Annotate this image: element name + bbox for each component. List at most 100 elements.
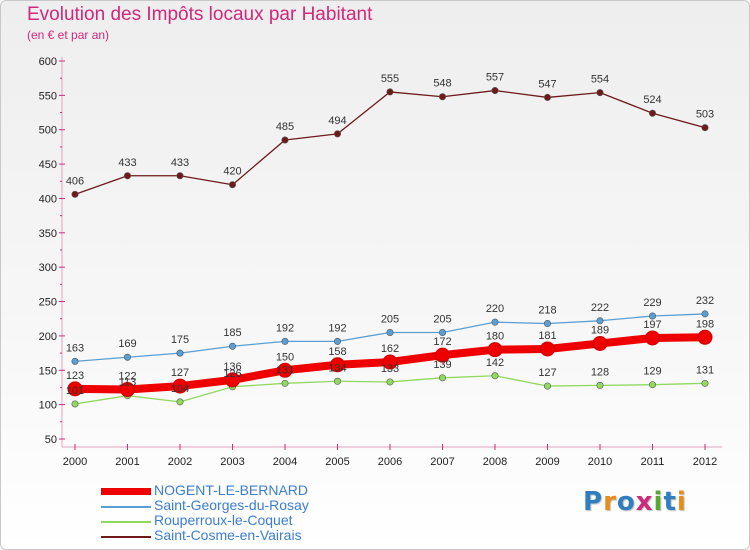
data-label: 113: [119, 377, 137, 389]
data-label: 554: [591, 74, 609, 86]
x-tick-label: 2004: [273, 456, 297, 468]
logo-text: Proxiti: [583, 487, 687, 517]
data-label: 420: [223, 166, 241, 178]
data-label: 433: [118, 157, 136, 169]
data-label: 229: [643, 297, 661, 309]
legend-label: NOGENT-LE-BERNARD: [154, 482, 309, 498]
data-label: 101: [66, 385, 84, 397]
data-label: 175: [171, 334, 189, 346]
data-label: 185: [223, 327, 241, 339]
x-tick-label: 2000: [63, 456, 87, 468]
y-tick-label: 500: [39, 125, 57, 137]
x-tick-label: 2002: [168, 456, 192, 468]
data-label: 548: [433, 78, 451, 90]
data-label: 547: [538, 78, 556, 90]
data-point: [386, 328, 394, 336]
x-tick-label: 2003: [220, 456, 244, 468]
data-point: [124, 172, 132, 180]
data-point: [281, 337, 289, 345]
series-line-saint-cosme-en-vairais: [74, 89, 706, 195]
data-label: 485: [276, 121, 294, 133]
legend-swatch: [101, 488, 151, 495]
x-tick-label: 2008: [483, 456, 507, 468]
y-tick-label: 100: [39, 400, 57, 412]
legend-swatch: [101, 506, 151, 508]
data-label: 162: [381, 343, 399, 355]
x-tick-label: 2010: [588, 456, 612, 468]
data-label: 129: [643, 366, 661, 378]
x-tick-label: 2007: [430, 456, 454, 468]
data-label: 198: [696, 318, 714, 330]
legend-label: Saint-Georges-du-Rosay: [154, 497, 309, 513]
data-point: [225, 372, 240, 388]
data-label: 163: [66, 342, 84, 354]
data-point: [648, 381, 656, 389]
data-point: [491, 318, 499, 326]
data-point: [701, 310, 709, 318]
data-label: 205: [433, 313, 451, 325]
data-label: 169: [118, 338, 136, 350]
x-tick-label: 2009: [535, 456, 559, 468]
data-point: [697, 329, 713, 345]
data-label: 172: [433, 336, 451, 348]
data-point: [229, 181, 237, 189]
data-point: [172, 378, 188, 394]
data-point: [438, 374, 446, 382]
data-point: [71, 357, 79, 365]
legend-label: Rouperroux-le-Coquet: [154, 512, 293, 528]
data-point: [543, 93, 551, 101]
data-label: 123: [66, 370, 84, 382]
data-label: 128: [591, 366, 609, 378]
data-point: [435, 347, 450, 363]
data-label: 555: [381, 73, 399, 85]
data-point: [120, 382, 135, 398]
chart-title: Evolution des Impôts locaux par Habitant: [27, 4, 373, 25]
data-point: [330, 357, 345, 373]
legend-swatch: [101, 521, 151, 523]
x-tick-label: 2005: [325, 456, 349, 468]
legend-swatch: [101, 536, 151, 538]
data-label: 192: [328, 322, 346, 334]
data-point: [701, 124, 709, 132]
data-point: [333, 130, 341, 138]
data-point: [281, 136, 289, 144]
x-tick-label: 2006: [378, 456, 402, 468]
data-label: 433: [171, 157, 189, 169]
y-tick-label: 250: [39, 297, 57, 309]
data-label: 127: [538, 367, 556, 379]
data-point: [645, 330, 660, 346]
data-point: [543, 382, 551, 390]
data-label: 150: [276, 351, 294, 363]
data-label: 104: [171, 383, 189, 395]
data-label: 557: [486, 72, 504, 84]
data-label: 406: [66, 175, 84, 187]
data-label: 232: [696, 295, 714, 307]
data-point: [592, 335, 608, 351]
brand-logo: Proxiti: [583, 487, 687, 517]
x-tick-label: 2012: [693, 456, 717, 468]
data-label: 131: [276, 364, 294, 376]
data-label: 220: [486, 303, 504, 315]
data-point: [176, 398, 184, 406]
data-label: 131: [696, 364, 714, 376]
y-tick-label: 550: [39, 90, 57, 102]
data-label: 494: [328, 115, 346, 127]
data-label: 142: [486, 357, 504, 369]
data-label: 133: [381, 363, 399, 375]
data-point: [543, 320, 551, 328]
y-tick-label: 300: [39, 262, 57, 274]
data-point: [540, 341, 555, 357]
data-point: [176, 172, 184, 180]
data-label: 139: [433, 359, 451, 371]
data-point: [176, 349, 184, 357]
data-point: [333, 337, 341, 345]
data-point: [333, 377, 341, 385]
data-point: [386, 88, 394, 96]
data-point: [67, 381, 83, 397]
y-tick-label: 50: [45, 434, 57, 446]
data-label: 222: [591, 302, 609, 314]
data-point: [491, 87, 499, 95]
data-point: [71, 190, 79, 198]
